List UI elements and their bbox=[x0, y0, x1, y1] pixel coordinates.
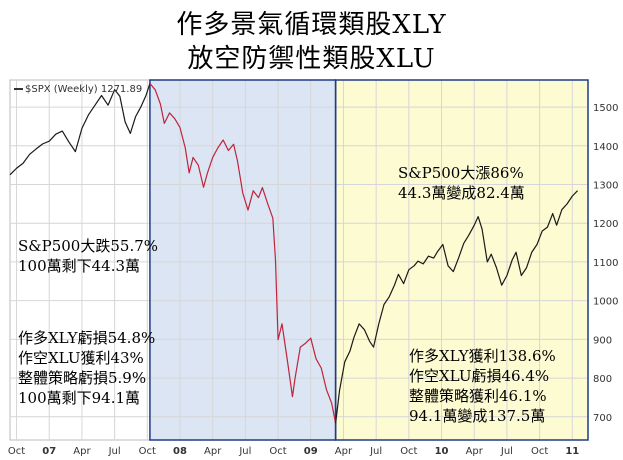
x-tick-label: 09 bbox=[304, 446, 318, 457]
x-tick-label: 07 bbox=[42, 446, 56, 457]
y-tick-label: 900 bbox=[593, 335, 612, 346]
x-tick-label: Oct bbox=[400, 446, 417, 457]
note-line: 94.1萬變成137.5萬 bbox=[409, 407, 546, 425]
y-tick-label: 1000 bbox=[593, 297, 618, 308]
legend: $SPX (Weekly) 1271.89 bbox=[14, 84, 142, 95]
y-tick-label: 1100 bbox=[593, 258, 618, 269]
y-tick-label: 700 bbox=[593, 413, 612, 424]
price-series bbox=[9, 83, 578, 424]
bear-period-band bbox=[149, 80, 336, 440]
x-tick-label: Oct bbox=[8, 446, 25, 457]
title-line-1: 作多景氣循環類股XLY bbox=[176, 10, 447, 40]
series-line-bull bbox=[335, 190, 578, 424]
x-tick-label: Oct bbox=[531, 446, 548, 457]
note-line: S&P500大跌55.7% bbox=[18, 237, 159, 255]
x-tick-label: Jul bbox=[500, 446, 513, 457]
x-tick-label: Jul bbox=[238, 446, 251, 457]
x-tick-label: 11 bbox=[565, 446, 579, 457]
y-tick-label: 1400 bbox=[593, 142, 618, 153]
x-tick-label: Oct bbox=[269, 446, 286, 457]
bear-drop-note: S&P500大跌55.7% 100萬剩下44.3萬 bbox=[18, 236, 158, 276]
y-tick-label: 800 bbox=[593, 374, 612, 385]
note-line: 整體策略虧損5.9% bbox=[18, 369, 147, 387]
bull-period-band bbox=[335, 80, 588, 440]
note-line: 44.3萬變成82.4萬 bbox=[398, 184, 525, 202]
note-line: 作多XLY虧損54.8% bbox=[18, 329, 156, 347]
bull-period-border bbox=[334, 79, 589, 441]
note-line: 作多XLY獲利138.6% bbox=[409, 347, 556, 365]
bear-strategy-note: 作多XLY虧損54.8% 作空XLU獲利43% 整體策略虧損5.9% 100萬剩… bbox=[18, 328, 155, 408]
x-tick-label: Jul bbox=[369, 446, 382, 457]
grid-lines bbox=[10, 80, 588, 440]
x-axis: Oct 07 Apr Jul Oct 08 Apr Jul Oct 09 Apr Jul Oct 10 Ap… bbox=[8, 446, 579, 457]
note-line: 作空XLU獲利43% bbox=[18, 349, 144, 367]
series-line-bear bbox=[149, 83, 337, 424]
note-line: 作空XLU虧損46.4% bbox=[409, 367, 550, 385]
y-tick-label: 1500 bbox=[593, 103, 618, 114]
note-line: S&P500大漲86% bbox=[398, 164, 524, 182]
x-tick-label: Apr bbox=[73, 446, 91, 457]
x-tick-label: 10 bbox=[435, 446, 449, 457]
x-tick-label: 08 bbox=[173, 446, 187, 457]
y-tick-label: 1300 bbox=[593, 181, 618, 192]
legend-label: $SPX (Weekly) 1271.89 bbox=[25, 84, 143, 95]
note-line: 100萬剩下94.1萬 bbox=[18, 389, 141, 407]
x-tick-label: Oct bbox=[139, 446, 156, 457]
x-tick-label: Jul bbox=[108, 446, 121, 457]
bull-strategy-note: 作多XLY獲利138.6% 作空XLU虧損46.4% 整體策略獲利46.1% 9… bbox=[409, 346, 556, 426]
y-tick-label: 1200 bbox=[593, 219, 618, 230]
series-line-pre-bear bbox=[9, 83, 151, 176]
x-tick-label: Apr bbox=[335, 446, 353, 457]
legend-swatch bbox=[14, 88, 23, 90]
x-tick-label: Apr bbox=[466, 446, 484, 457]
note-line: 100萬剩下44.3萬 bbox=[18, 257, 141, 275]
note-line: 整體策略獲利46.1% bbox=[409, 387, 547, 405]
x-tick-label: Apr bbox=[204, 446, 222, 457]
title-line-2: 放空防禦性類股XLU bbox=[187, 44, 436, 74]
y-axis: 700 800 900 1000 1100 1200 1300 1400 1500 bbox=[593, 103, 618, 424]
bull-rise-note: S&P500大漲86% 44.3萬變成82.4萬 bbox=[398, 163, 525, 203]
